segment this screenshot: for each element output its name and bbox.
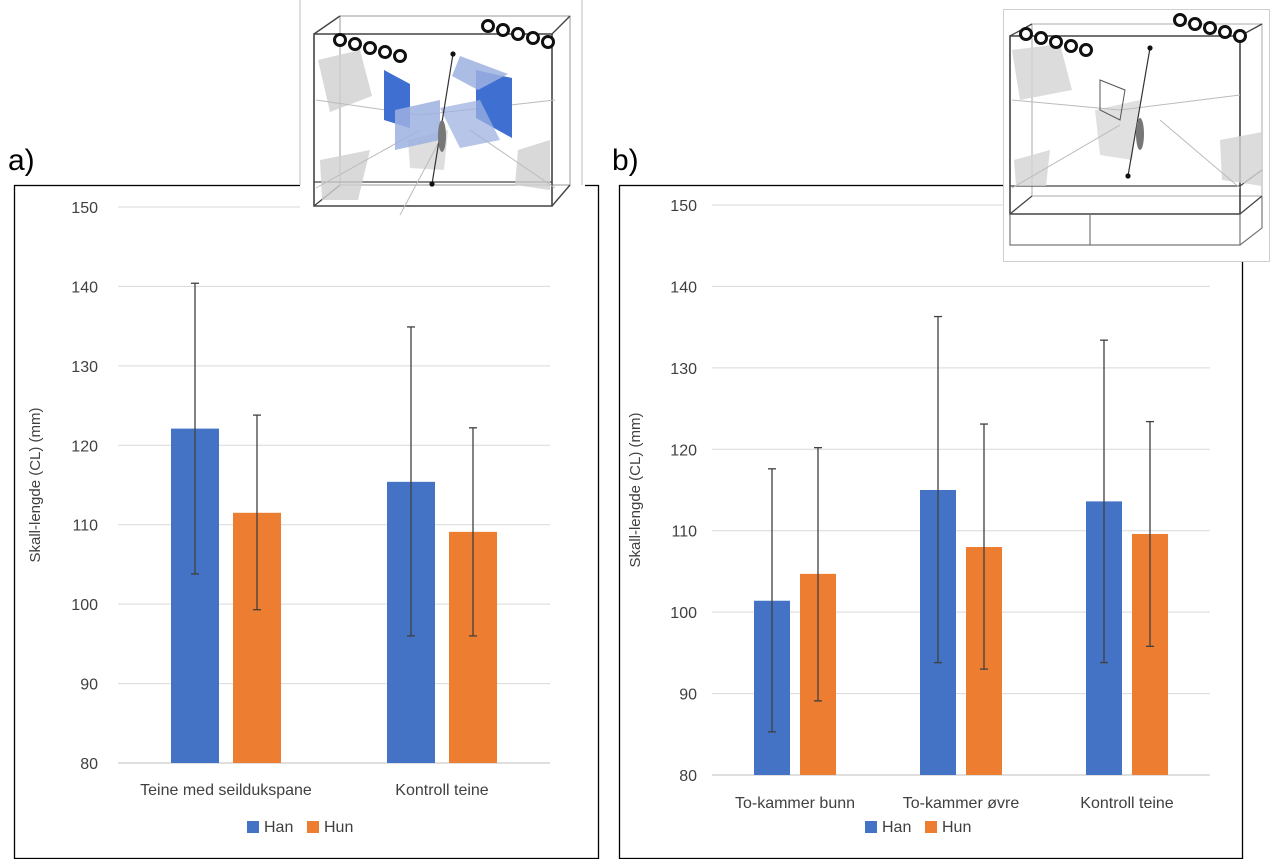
y-tick-label: 80 [679,768,697,785]
panel-b-label: b) [612,144,639,177]
legend-label: Hun [324,819,353,836]
y-tick-label: 110 [72,518,98,535]
y-tick-label: 100 [71,597,98,614]
y-tick-label: 80 [80,756,98,773]
y-tick-label: 140 [71,279,98,296]
y-tick-label: 150 [670,198,697,215]
legend-swatch-hun [307,821,319,833]
legend-swatch-hun [925,821,937,833]
category-label: To-kammer bunn [735,795,855,812]
y-tick-label: 140 [670,279,697,296]
trap-illustration-to-kammer [1003,9,1270,262]
y-tick-label: 130 [71,359,98,376]
y-axis-label: Skall-lengde (CL) (mm) [27,407,44,562]
y-tick-label: 130 [670,361,697,378]
chart-panel-a: 80 90 100 110 120 130 140 150 Skall-lengde (CL) … [27,200,550,836]
panel-a-label: a) [8,144,35,177]
y-tick-label: 90 [80,677,98,694]
y-tick-label: 110 [671,524,697,541]
chart-panel-b: 80 90 100 110 120 130 140 150 Skall-lengde (CL) … [627,198,1210,836]
legend-label: Han [882,819,911,836]
y-tick-label: 150 [71,200,98,217]
legend-swatch-han [247,821,259,833]
category-label: To-kammer øvre [903,795,1020,812]
y-axis-label: Skall-lengde (CL) (mm) [627,412,644,567]
y-tick-label: 90 [679,687,697,704]
y-tick-label: 120 [71,438,98,455]
category-label: Kontroll teine [395,782,488,799]
category-label: Teine med seildukspane [140,782,312,799]
y-tick-label: 120 [670,442,697,459]
legend-label: Hun [942,819,971,836]
legend-swatch-han [865,821,877,833]
y-tick-label: 100 [670,605,697,622]
legend-label: Han [264,819,293,836]
trap-illustration-seilduk [299,0,585,222]
category-label: Kontroll teine [1080,795,1173,812]
